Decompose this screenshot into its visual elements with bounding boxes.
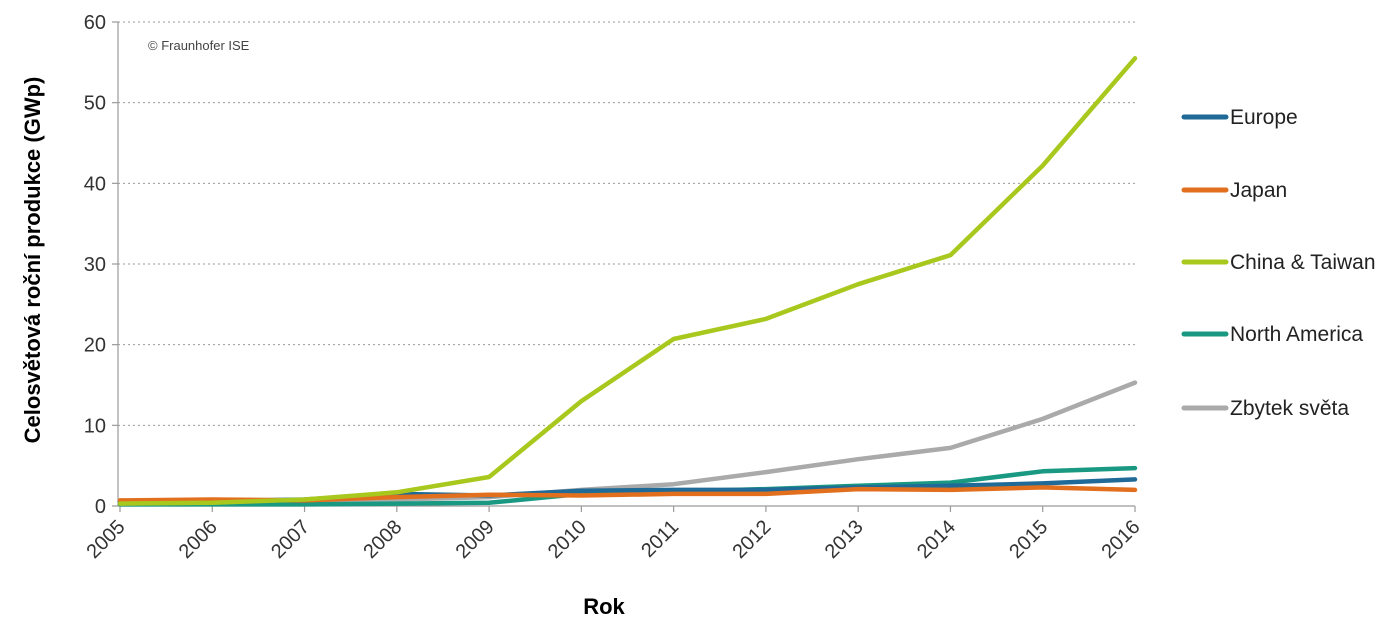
x-tick-label: 2010 — [544, 516, 591, 563]
legend-label: Japan — [1230, 179, 1287, 202]
y-axis-ticks: 0 10 20 30 40 50 60 — [84, 12, 118, 518]
x-tick-label: 2008 — [359, 516, 406, 563]
credit-text: © Fraunhofer ISE — [148, 38, 250, 53]
x-axis-ticks: 2005 2006 2007 2008 2009 2010 2011 2012 2013 2014… — [83, 506, 1145, 563]
y-axis-title: Celosvětová roční produkce (GWp) — [20, 77, 45, 444]
x-tick-label: 2012 — [728, 516, 775, 563]
x-tick-label: 2013 — [821, 516, 868, 563]
x-tick-label: 2015 — [1005, 516, 1052, 563]
x-tick-label: 2005 — [83, 516, 130, 563]
y-tick-label: 50 — [84, 93, 106, 115]
y-tick-label: 40 — [84, 173, 106, 195]
legend: Europe Japan China & Taiwan North America Zb… — [1181, 106, 1376, 420]
series-lines — [117, 56, 1138, 507]
y-tick-label: 0 — [95, 496, 106, 518]
x-axis-title: Rok — [583, 594, 625, 619]
y-tick-label: 30 — [84, 254, 106, 276]
legend-label: Europe — [1230, 106, 1298, 129]
series-line-china-taiwan — [117, 56, 1138, 506]
y-tick-label: 20 — [84, 335, 106, 357]
y-tick-label: 60 — [84, 12, 106, 34]
x-tick-label: 2009 — [452, 516, 499, 563]
legend-label: Zbytek světa — [1230, 397, 1349, 420]
y-tick-label: 10 — [84, 415, 106, 437]
x-tick-label: 2006 — [175, 516, 222, 563]
axes — [117, 22, 1135, 507]
legend-label: China & Taiwan — [1230, 251, 1376, 274]
legend-label: North America — [1230, 323, 1363, 346]
x-tick-label: 2014 — [913, 516, 960, 563]
x-tick-label: 2011 — [637, 516, 683, 562]
x-tick-label: 2016 — [1098, 516, 1145, 563]
x-tick-label: 2007 — [267, 516, 314, 563]
